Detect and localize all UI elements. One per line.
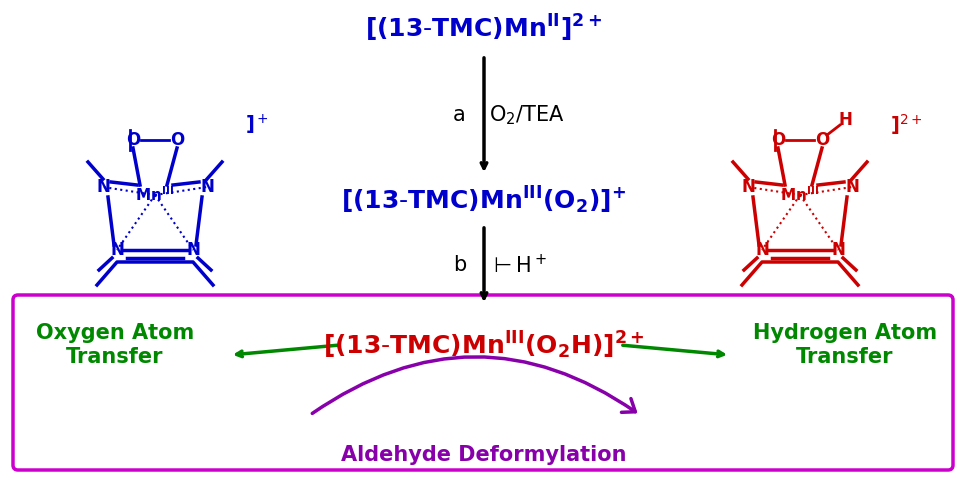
Text: Mn$^{\mathbf{III}}$: Mn$^{\mathbf{III}}$ (136, 186, 174, 205)
Text: ]$^+$: ]$^+$ (245, 113, 269, 137)
Text: Mn$^{\mathbf{III}}$: Mn$^{\mathbf{III}}$ (780, 186, 820, 205)
Text: N: N (110, 241, 124, 259)
Text: a: a (453, 105, 466, 125)
Text: O: O (169, 131, 184, 149)
Text: N: N (96, 178, 110, 196)
FancyBboxPatch shape (13, 295, 953, 470)
Text: O$_2$/TEA: O$_2$/TEA (489, 103, 564, 127)
Text: Oxygen Atom
Transfer: Oxygen Atom Transfer (36, 322, 195, 367)
Text: N: N (200, 178, 214, 196)
Text: N: N (845, 178, 859, 196)
Text: $\mathbf{[(13\text{-}TMC)Mn}^{\mathbf{III}}\mathbf{(O_2)]}^{\mathbf{+}}$: $\mathbf{[(13\text{-}TMC)Mn}^{\mathbf{II… (342, 184, 626, 216)
Text: ]$^{2+}$: ]$^{2+}$ (890, 113, 923, 137)
Text: O: O (815, 131, 830, 149)
Text: H: H (838, 111, 852, 129)
Text: $\vdash$H$^+$: $\vdash$H$^+$ (489, 253, 547, 277)
Text: Hydrogen Atom
Transfer: Hydrogen Atom Transfer (753, 322, 937, 367)
Text: Aldehyde Deformylation: Aldehyde Deformylation (342, 445, 626, 465)
Text: O: O (771, 131, 785, 149)
Text: N: N (755, 241, 769, 259)
FancyArrowPatch shape (313, 357, 635, 413)
Text: O: O (126, 131, 140, 149)
Text: b: b (453, 255, 466, 275)
Text: N: N (741, 178, 755, 196)
Text: N: N (186, 241, 200, 259)
Text: $\mathbf{[(13\text{-}TMC)Mn}^{\mathbf{III}}\mathbf{(O_2H)]}^{\mathbf{2+}}$: $\mathbf{[(13\text{-}TMC)Mn}^{\mathbf{II… (323, 329, 645, 361)
Text: N: N (832, 241, 845, 259)
Text: $\mathbf{[(13\text{-}TMC)Mn}^{\mathbf{II}}\mathbf{]}^{\mathbf{2+}}$: $\mathbf{[(13\text{-}TMC)Mn}^{\mathbf{II… (366, 12, 602, 44)
